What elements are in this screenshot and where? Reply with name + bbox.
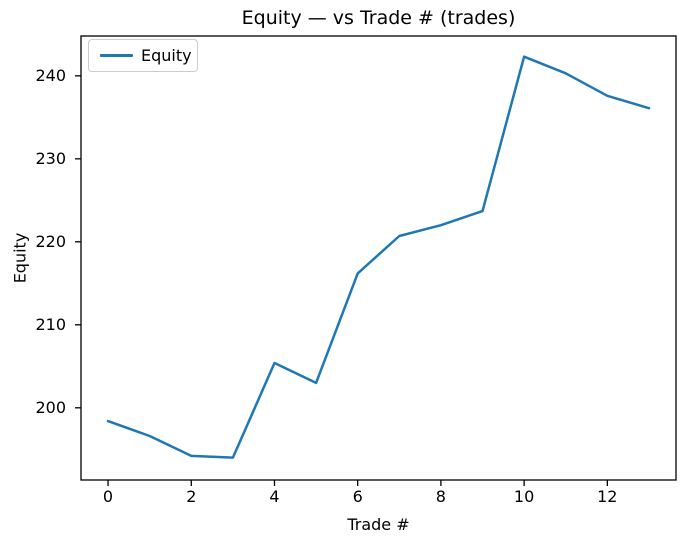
x-tick-label: 12 (597, 487, 618, 506)
axes-spines (80, 35, 677, 481)
x-tick-label: 8 (435, 487, 446, 506)
y-tick-label: 240 (35, 66, 66, 86)
x-tick-label: 10 (513, 487, 535, 506)
x-tick-label: 2 (186, 487, 197, 506)
chart-title: Equity — vs Trade # (trades) (241, 7, 516, 29)
legend-label: Equity (141, 46, 192, 65)
y-tick-label: 220 (35, 232, 66, 252)
x-axis-label: Trade # (347, 515, 410, 534)
legend: Equity (88, 39, 198, 72)
y-tick-label: 200 (35, 398, 66, 418)
y-tick-label: 210 (35, 315, 66, 335)
x-tick-label: 6 (352, 487, 363, 506)
y-tick-label: 230 (35, 149, 66, 169)
equity-line (106, 55, 651, 459)
x-tick-label: 4 (269, 487, 280, 506)
legend-line-sample (100, 54, 133, 57)
x-tick-label: 0 (102, 487, 114, 506)
